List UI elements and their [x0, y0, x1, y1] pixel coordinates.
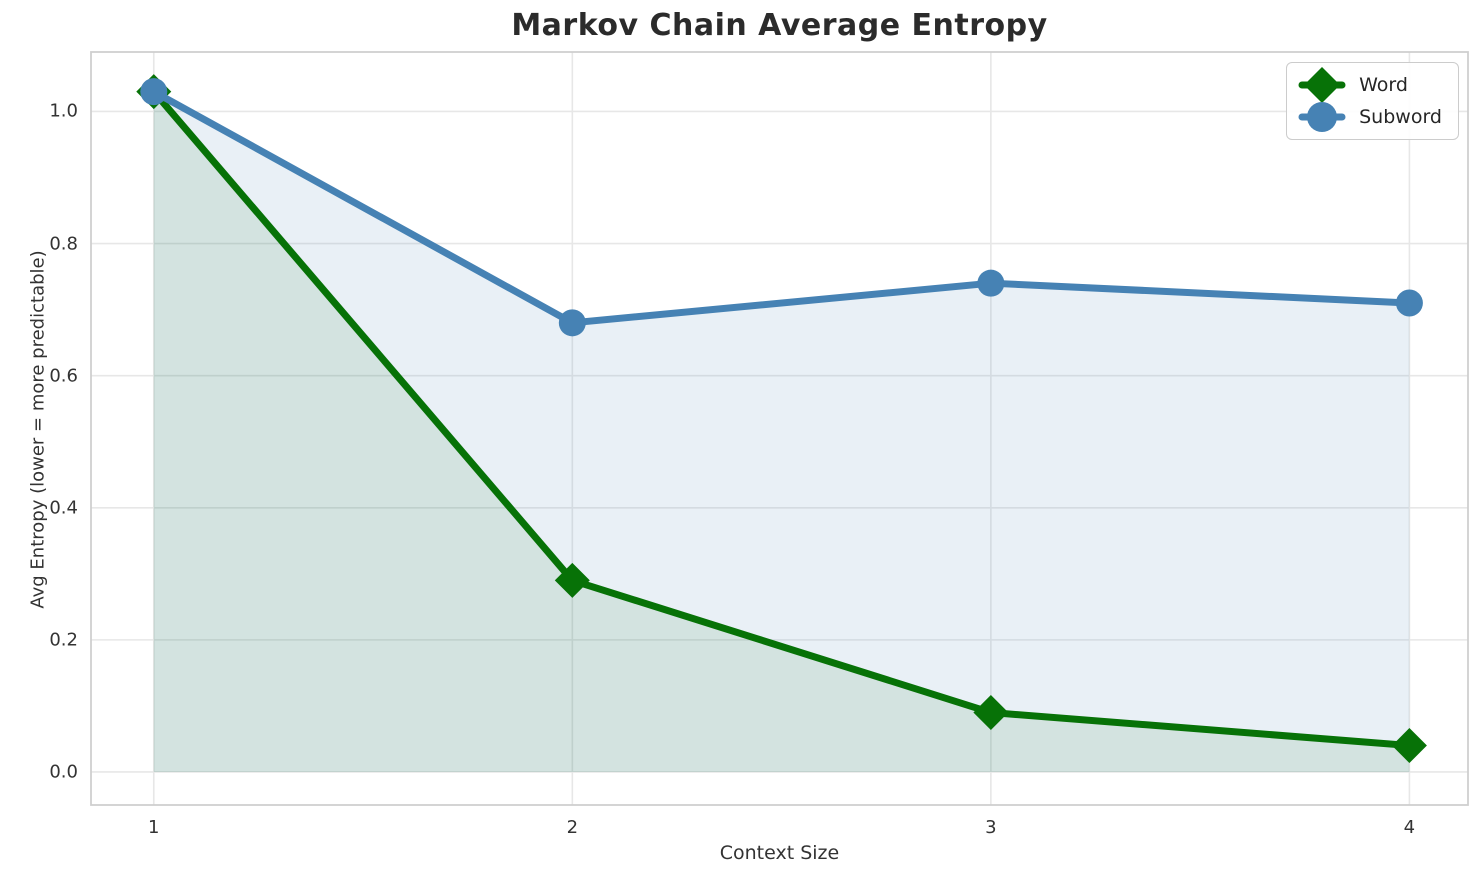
legend-item-word: Word	[1297, 67, 1442, 103]
word-data-point-marker	[973, 695, 1009, 731]
subword-data-point-marker	[140, 78, 168, 106]
word-data-point-marker	[554, 562, 590, 598]
word-data-point-marker	[1391, 728, 1427, 764]
subword-data-point-marker	[1395, 289, 1423, 317]
y-tick-label: 0.2	[49, 629, 78, 651]
word-line-diamond-icon	[1298, 67, 1346, 103]
plot-background	[91, 52, 1468, 805]
x-tick-label: 1	[148, 817, 160, 838]
y-tick-label: 0.6	[49, 365, 78, 387]
y-tick-label: 0.8	[49, 233, 78, 255]
axes-frame	[90, 51, 1469, 806]
word-series-line	[150, 88, 1413, 750]
subword-data-point-marker	[977, 269, 1005, 297]
subword-line-circle-icon	[1298, 102, 1346, 132]
subword-fill-area	[153, 91, 1410, 772]
x-axis-label: Context Size	[719, 842, 840, 864]
x-tick-label: 3	[985, 817, 997, 838]
x-tick-label: 4	[1403, 817, 1416, 838]
legend: Word Subword	[1286, 62, 1459, 140]
chart-title: Markov Chain Average Entropy	[511, 8, 1048, 43]
y-tick-label: 0.4	[49, 497, 78, 519]
subword-series-line	[150, 88, 1413, 327]
legend-label-word: Word	[1359, 73, 1408, 96]
y-tick-label: 1.0	[49, 100, 78, 122]
word-fill-area	[153, 91, 1410, 772]
y-axis-label: Avg Entropy (lower = more predictable)	[27, 250, 49, 609]
subword-data-point-marker	[558, 309, 586, 337]
legend-item-subword: Subword	[1297, 101, 1442, 133]
y-tick-label: 0.0	[49, 761, 78, 783]
x-tick-label: 2	[566, 817, 579, 838]
legend-label-subword: Subword	[1359, 105, 1442, 128]
